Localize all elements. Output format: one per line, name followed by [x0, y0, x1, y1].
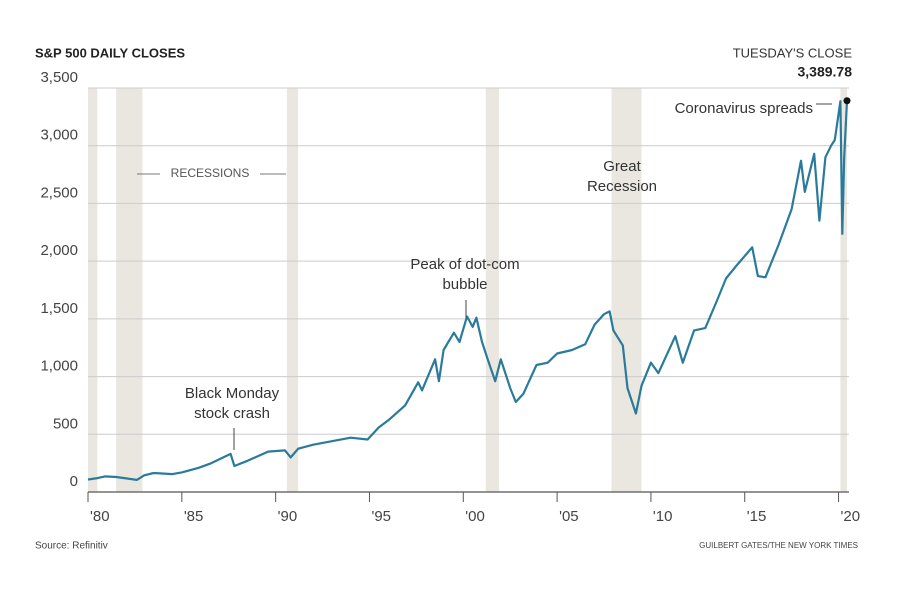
chart-title: S&P 500 DAILY CLOSES — [35, 45, 185, 60]
x-tick-label: '80 — [90, 508, 110, 525]
y-tick-label: 3,000 — [40, 127, 78, 144]
annotation: Coronavirus spreads — [675, 100, 813, 117]
x-tick-label: '90 — [278, 508, 298, 525]
recession-band — [840, 88, 847, 492]
annotation: stock crash — [194, 405, 270, 422]
recession-band — [485, 88, 499, 492]
y-tick-label: 3,500 — [40, 69, 78, 86]
y-tick-label: 1,500 — [40, 300, 78, 317]
x-tick-label: '15 — [747, 508, 767, 525]
annotation: Peak of dot-com — [410, 256, 519, 273]
x-tick-label: '95 — [371, 508, 391, 525]
x-tick-label: '20 — [841, 508, 861, 525]
annotation: bubble — [442, 276, 487, 293]
recession-band — [88, 88, 98, 492]
recession-band — [286, 88, 299, 492]
annotation: Recession — [587, 178, 657, 195]
price-line — [87, 100, 849, 481]
y-tick-label: 0 — [70, 473, 78, 490]
close-dot — [843, 97, 851, 105]
bands-label: RECESSIONS — [171, 166, 250, 180]
x-tick-label: '85 — [184, 508, 204, 525]
annotation: Great — [603, 158, 641, 175]
close-value: 3,389.78 — [798, 64, 853, 80]
close-label: TUESDAY'S CLOSE — [733, 45, 853, 60]
credit: GUILBERT GATES/THE NEW YORK TIMES — [699, 541, 858, 550]
y-tick-label: 2,000 — [40, 242, 78, 259]
recession-band — [611, 88, 642, 492]
y-tick-label: 1,000 — [40, 358, 78, 375]
x-tick-label: '10 — [653, 508, 673, 525]
y-tick-label: 2,500 — [40, 184, 78, 201]
x-tick-label: '05 — [559, 508, 579, 525]
recession-band — [116, 88, 143, 492]
source: Source: Refinitiv — [35, 541, 108, 552]
annotation: Black Monday — [185, 385, 280, 402]
x-tick-label: '00 — [465, 508, 485, 525]
y-tick-label: 500 — [53, 415, 78, 432]
bands-label-bg — [160, 166, 260, 182]
